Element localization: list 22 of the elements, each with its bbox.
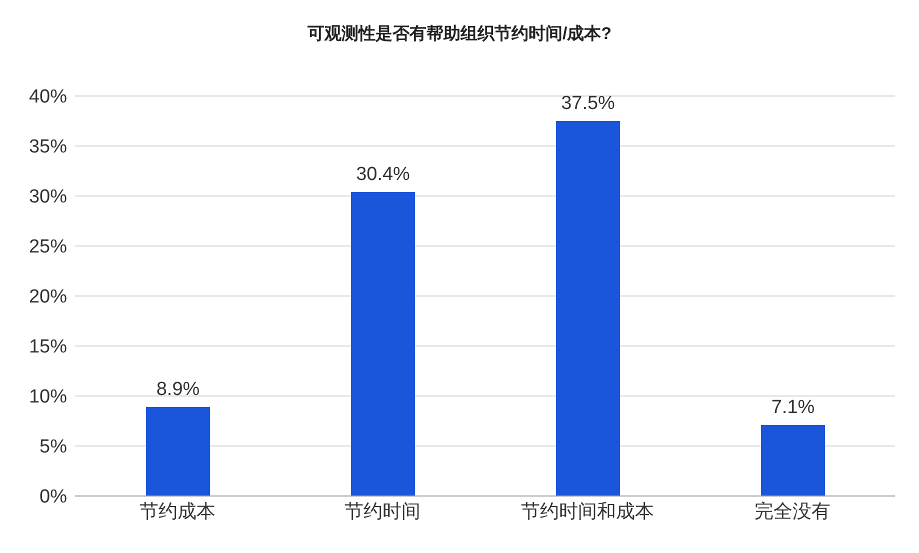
data-label: 7.1% (771, 397, 815, 418)
y-tick-label: 35% (28, 136, 68, 158)
y-tick-label: 0% (40, 486, 68, 508)
x-tick-label: 节约时间 (344, 501, 420, 522)
y-tick-label: 25% (28, 236, 68, 258)
bar (761, 425, 825, 496)
chart-title: 可观测性是否有帮助组织节约时间/成本? (306, 23, 613, 45)
y-tick-label: 5% (40, 436, 68, 458)
y-tick-label: 10% (28, 386, 68, 408)
data-label: 8.9% (156, 379, 200, 400)
data-label: 30.4% (356, 164, 410, 185)
y-tick-label: 20% (28, 286, 68, 308)
bar (351, 192, 415, 496)
bar (556, 121, 620, 496)
y-tick-label: 30% (28, 186, 68, 208)
data-label: 37.5% (561, 93, 616, 114)
y-tick-label: 15% (28, 336, 68, 358)
x-tick-label: 节约时间和成本 (521, 501, 654, 522)
bar (146, 407, 210, 496)
x-tick-label: 完全没有 (754, 500, 830, 522)
x-tick-label: 节约成本 (140, 501, 216, 522)
y-tick-label: 40% (28, 86, 68, 108)
